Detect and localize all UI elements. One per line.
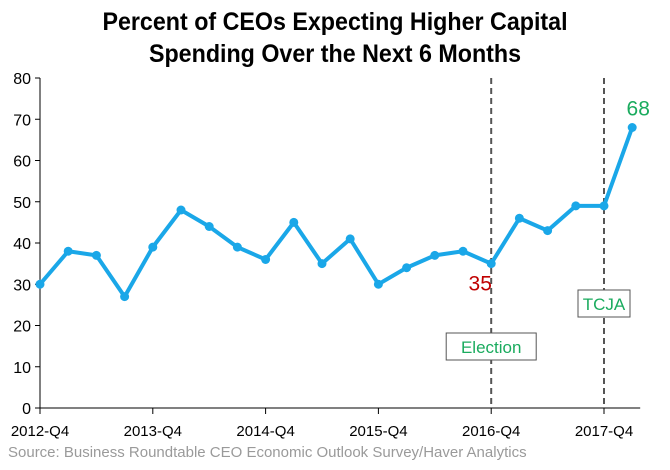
data-point: [204, 222, 214, 231]
data-point: [232, 242, 242, 252]
y-tick-label: 30: [13, 277, 31, 294]
y-tick-label: 0: [22, 401, 31, 418]
y-tick-label: 40: [13, 236, 31, 253]
data-point: [373, 279, 383, 289]
data-point: [289, 217, 299, 227]
event-label: TCJA: [583, 295, 626, 314]
data-point: [345, 234, 355, 244]
data-point: [176, 205, 186, 215]
chart-title: Percent of CEOs Expecting Higher Capital…: [23, 6, 646, 70]
chart-title-line-2: Spending Over the Next 6 Months: [148, 40, 522, 68]
y-tick-label: 10: [13, 360, 31, 377]
data-annotation: 68: [627, 98, 650, 121]
data-point: [261, 255, 271, 264]
y-tick-label: 60: [13, 154, 31, 171]
x-tick-label: 2015-Q4: [349, 423, 407, 440]
series-line: [38, 126, 635, 299]
x-tick-label: 2012-Q4: [11, 423, 69, 440]
data-point: [63, 246, 73, 256]
y-tick-label: 80: [13, 71, 31, 88]
y-tick-label: 20: [13, 319, 31, 336]
event-label: Election: [461, 338, 521, 357]
data-point: [120, 292, 130, 302]
data-point: [91, 250, 101, 260]
data-point: [317, 259, 327, 269]
x-tick-label: 2016-Q4: [462, 423, 520, 440]
event-label-box: [577, 289, 631, 318]
data-point: [35, 279, 45, 289]
data-point: [402, 263, 412, 273]
data-point: [627, 123, 637, 132]
data-point: [599, 201, 609, 211]
data-point: [571, 201, 581, 211]
data-point: [430, 250, 440, 260]
x-tick-label: 2013-Q4: [124, 423, 182, 440]
data-point: [514, 213, 524, 223]
data-point: [458, 246, 468, 256]
event-label-box: [445, 332, 537, 361]
data-point: [148, 242, 158, 252]
data-point: [543, 226, 553, 236]
chart-title-line-1: Percent of CEOs Expecting Higher Capital: [102, 8, 568, 36]
x-tick-label: 2014-Q4: [236, 423, 294, 440]
x-tick-label: 2017-Q4: [575, 423, 633, 440]
source-note: Source: Business Roundtable CEO Economic…: [8, 444, 527, 461]
y-tick-label: 70: [13, 112, 31, 129]
data-annotation: 35: [469, 273, 492, 296]
data-point: [486, 259, 496, 269]
y-tick-label: 50: [13, 195, 31, 212]
